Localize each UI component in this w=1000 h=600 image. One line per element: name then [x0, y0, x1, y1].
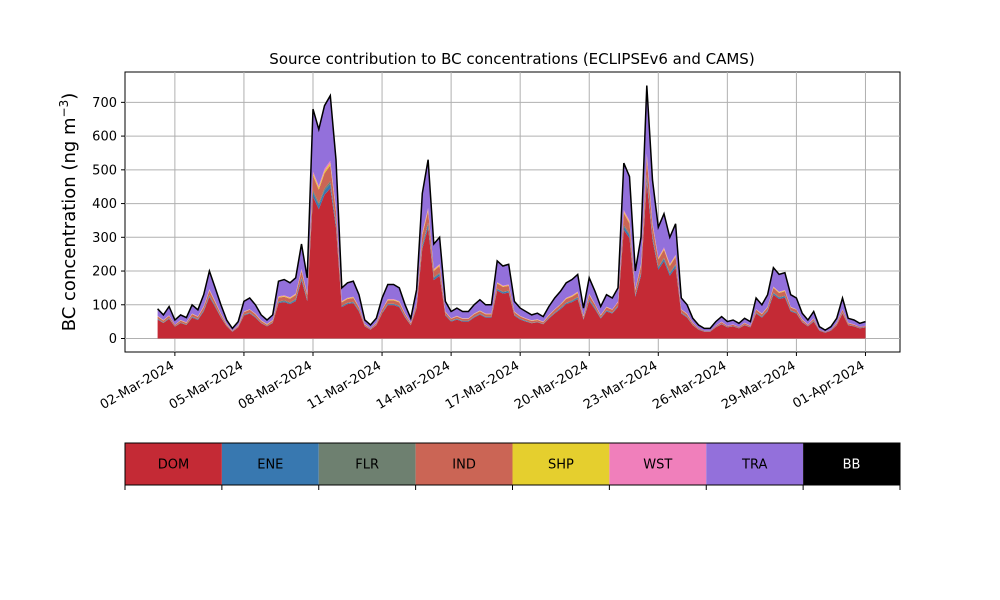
- legend-swatch-flr: [318, 443, 416, 485]
- legend-label-flr: FLR: [355, 458, 379, 473]
- y-axis-label: BC concentration (ng m−3): [57, 93, 80, 332]
- y-axis-ticks: 0 100 200 300 400 500 600 700: [92, 96, 125, 347]
- x-tick-label: 05-Mar-2024: [167, 358, 246, 412]
- legend-label-tra: TRA: [741, 458, 767, 473]
- plot-frame: [124, 71, 901, 353]
- y-tick-label: 300: [92, 231, 117, 246]
- x-tick-label: 17-Mar-2024: [443, 358, 522, 412]
- y-axis-label-close: ): [59, 93, 80, 100]
- x-tick-label: 26-Mar-2024: [650, 358, 729, 412]
- x-tick-label: 29-Mar-2024: [719, 358, 798, 412]
- legend-swatch-shp: [512, 443, 610, 485]
- x-tick-label: 08-Mar-2024: [236, 358, 315, 412]
- legend-label-dom: DOM: [158, 458, 189, 473]
- legend-label-ene: ENE: [257, 458, 283, 473]
- y-tick-label: 500: [92, 163, 117, 178]
- x-tick-label: 01-Apr-2024: [790, 358, 867, 411]
- y-tick-label: 700: [92, 96, 117, 111]
- legend-swatch-wst: [609, 443, 707, 485]
- y-axis-label-superscript: −3: [57, 100, 71, 118]
- y-tick-label: 100: [92, 298, 117, 313]
- stacked-areas: [157, 85, 866, 339]
- x-tick-label: 14-Mar-2024: [374, 358, 453, 412]
- chart-title: Source contribution to BC concentrations…: [269, 50, 754, 68]
- area-series-ind: [157, 158, 866, 333]
- legend-swatch-tra: [706, 443, 804, 485]
- y-tick-label: 200: [92, 265, 117, 280]
- legend-label-bb: BB: [843, 458, 861, 473]
- total-line: [157, 85, 866, 331]
- plot-area: 0 100 200 300 400 500 600 700 02-Mar-202405-Mar…: [92, 71, 901, 413]
- area-series-tra: [157, 86, 866, 332]
- area-series-ene: [157, 177, 866, 333]
- area-series-flr: [157, 174, 866, 333]
- y-tick-label: 0: [109, 332, 117, 347]
- legend-label-shp: SHP: [548, 458, 574, 473]
- x-axis-ticks: 02-Mar-202405-Mar-202408-Mar-202411-Mar-…: [98, 352, 867, 413]
- y-axis-label-text: BC concentration (ng m: [59, 117, 80, 331]
- legend-label-ind: IND: [452, 458, 476, 473]
- x-tick-label: 02-Mar-2024: [98, 358, 177, 412]
- x-tick-label: 11-Mar-2024: [305, 358, 384, 412]
- legend-colorbar: DOM ENE FLR IND SHP WST TRA BB: [124, 442, 901, 490]
- legend-swatch-dom: [125, 443, 222, 485]
- y-tick-label: 600: [92, 130, 117, 145]
- area-series-dom: [157, 182, 866, 339]
- legend-swatch-ind: [415, 443, 513, 485]
- legend-swatch-ene: [221, 443, 319, 485]
- y-tick-label: 400: [92, 197, 117, 212]
- legend-label-wst: WST: [643, 458, 672, 473]
- x-tick-label: 20-Mar-2024: [512, 358, 591, 412]
- x-tick-label: 23-Mar-2024: [581, 358, 660, 412]
- legend-swatch-bb: [803, 443, 900, 485]
